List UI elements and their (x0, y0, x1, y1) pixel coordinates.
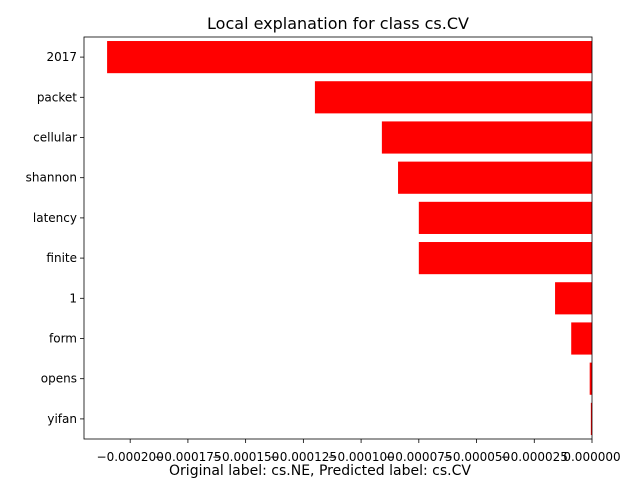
bar-latency (418, 201, 592, 234)
plot-frame (83, 36, 593, 440)
bar-shannon (398, 161, 592, 194)
x-tick-label: −0.000150 (212, 450, 279, 464)
bars-group (107, 41, 592, 435)
x-tick-label: −0.000200 (97, 450, 164, 464)
bar-opens (589, 362, 592, 395)
x-tick-label: −0.000125 (270, 450, 337, 464)
x-axis-label: Original label: cs.NE, Predicted label: … (169, 463, 471, 479)
y-tick-label: yifan (47, 412, 77, 426)
x-tick-label: 0.000000 (563, 450, 620, 464)
bar-form (571, 322, 592, 355)
x-tick-label: −0.000175 (154, 450, 221, 464)
x-tick-label: −0.000050 (443, 450, 510, 464)
bar-cellular (381, 121, 592, 154)
y-tick-label: form (49, 332, 77, 346)
y-axis-ticks: 2017 packet cellular shannon latency finite 1 f… (26, 50, 84, 426)
chart-title: Local explanation for class cs.CV (207, 14, 469, 33)
y-tick-label: opens (41, 372, 77, 386)
bar-finite (418, 242, 592, 275)
x-tick-label: −0.000025 (501, 450, 568, 464)
bar-packet (314, 81, 592, 114)
y-tick-label: finite (46, 251, 77, 265)
bar-yifan (590, 402, 592, 435)
bar-1 (555, 282, 592, 315)
y-tick-label: cellular (33, 131, 77, 145)
x-tick-label: −0.000100 (327, 450, 394, 464)
x-tick-label: −0.000075 (385, 450, 452, 464)
bar-2017 (107, 41, 592, 74)
y-tick-label: 1 (69, 291, 77, 305)
y-tick-label: packet (37, 90, 77, 104)
y-tick-label: 2017 (46, 50, 77, 64)
y-tick-label: shannon (26, 171, 77, 185)
y-tick-label: latency (33, 211, 77, 225)
x-axis-ticks: −0.000200−0.000175−0.000150−0.000125−0.0… (97, 439, 621, 464)
